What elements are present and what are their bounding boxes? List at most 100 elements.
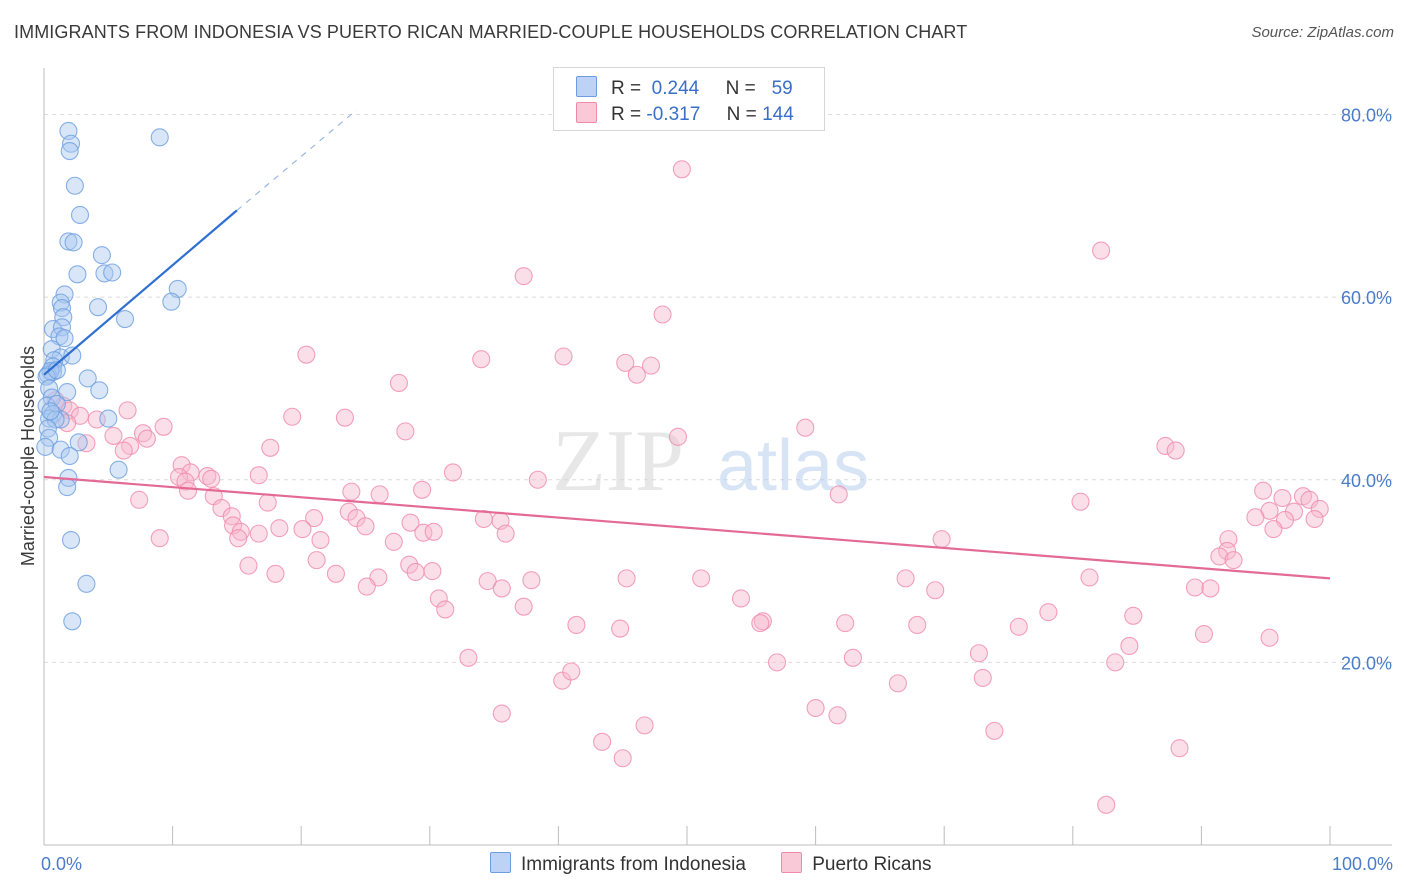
point-puerto-rican xyxy=(77,434,96,453)
point-puerto-rican xyxy=(401,513,420,532)
point-puerto-rican xyxy=(1194,625,1214,644)
point-indonesia xyxy=(162,292,181,311)
point-puerto-rican xyxy=(342,482,361,501)
puerto-ricans-swatch xyxy=(781,852,803,873)
point-indonesia xyxy=(69,433,88,452)
point-puerto-rican xyxy=(1120,636,1139,655)
point-indonesia xyxy=(58,478,77,497)
point-puerto-rican xyxy=(389,373,408,393)
watermark-atlas: atlas xyxy=(717,426,869,506)
point-puerto-rican xyxy=(1224,551,1243,570)
point-puerto-rican xyxy=(896,569,915,588)
point-puerto-rican xyxy=(617,569,636,588)
n-value: 59 xyxy=(771,78,793,99)
point-indonesia xyxy=(51,440,70,459)
point-puerto-rican xyxy=(258,493,277,512)
point-puerto-rican xyxy=(261,438,280,457)
point-indonesia xyxy=(40,428,59,447)
point-puerto-rican xyxy=(554,347,573,366)
point-puerto-rican xyxy=(429,589,448,608)
r-value: -0.317 xyxy=(646,104,701,125)
n-value: 144 xyxy=(762,104,794,125)
point-indonesia xyxy=(38,419,57,438)
point-puerto-rican xyxy=(406,562,425,582)
point-indonesia xyxy=(103,263,122,282)
trend-lines xyxy=(43,109,1331,580)
point-puerto-rican xyxy=(613,749,632,768)
point-puerto-rican xyxy=(229,529,248,548)
source-label: Source: ZipAtlas.com xyxy=(1251,24,1394,41)
point-puerto-rican xyxy=(829,485,848,504)
stats-legend: R = 0.244 N = 59 R = -0.317 N = 144 xyxy=(553,67,825,131)
point-indonesia xyxy=(65,176,84,195)
point-puerto-rican xyxy=(969,644,988,663)
point-indonesia xyxy=(61,530,81,550)
point-puerto-rican xyxy=(1185,578,1205,597)
point-puerto-rican xyxy=(154,417,173,436)
point-puerto-rican xyxy=(641,356,661,375)
point-puerto-rican xyxy=(926,581,945,600)
y-tick-labels: 20.0% 40.0% 60.0% 80.0% xyxy=(1341,106,1392,674)
point-puerto-rican xyxy=(932,530,951,549)
x-tick-label: 100.0% xyxy=(1332,854,1393,874)
point-puerto-rican xyxy=(496,524,515,543)
point-puerto-rican xyxy=(653,305,672,324)
point-puerto-rican xyxy=(297,345,316,364)
point-puerto-rican xyxy=(562,662,581,681)
legend-item-puerto-ricans[interactable]: Puerto Ricans xyxy=(781,852,932,876)
trend-line-puerto-rican xyxy=(43,475,1331,580)
chart-title: IMMIGRANTS FROM INDONESIA VS PUERTO RICA… xyxy=(14,22,968,42)
point-puerto-rican xyxy=(305,509,324,528)
stats-row-puerto-ricans: R = -0.317 N = 144 xyxy=(576,102,794,126)
point-puerto-rican xyxy=(1300,490,1319,509)
point-puerto-rican xyxy=(1273,488,1292,508)
point-puerto-rican xyxy=(400,555,419,574)
point-puerto-rican xyxy=(1039,603,1058,622)
point-puerto-rican xyxy=(1260,628,1279,647)
point-puerto-rican xyxy=(357,577,376,596)
point-puerto-rican xyxy=(836,614,855,633)
point-puerto-rican xyxy=(731,589,751,608)
point-puerto-rican xyxy=(384,532,403,551)
point-puerto-rican xyxy=(293,520,312,539)
point-puerto-rican xyxy=(459,648,478,667)
point-puerto-rican xyxy=(1210,547,1229,566)
point-puerto-rican xyxy=(1246,508,1265,527)
point-puerto-rican xyxy=(796,418,815,437)
point-puerto-rican xyxy=(436,600,455,619)
point-puerto-rican xyxy=(611,619,630,638)
point-indonesia xyxy=(90,381,109,400)
point-puerto-rican xyxy=(635,716,654,735)
point-puerto-rican xyxy=(908,615,927,634)
series-legend: Immigrants from Indonesia Puerto Ricans xyxy=(490,852,962,876)
point-puerto-rican xyxy=(767,653,787,672)
point-indonesia xyxy=(95,264,114,283)
n-label: N = xyxy=(725,78,756,99)
point-indonesia xyxy=(115,310,135,329)
point-puerto-rican xyxy=(1310,499,1329,519)
point-puerto-rican xyxy=(424,522,443,541)
point-puerto-rican xyxy=(843,648,862,667)
y-tick-label: 20.0% xyxy=(1341,653,1392,673)
point-puerto-rican xyxy=(423,562,442,581)
point-puerto-rican xyxy=(492,579,511,598)
point-puerto-rican xyxy=(1097,795,1116,814)
legend-item-indonesia[interactable]: Immigrants from Indonesia xyxy=(490,852,746,876)
point-puerto-rican xyxy=(478,572,497,591)
point-puerto-rican xyxy=(828,706,847,725)
point-indonesia xyxy=(55,329,74,348)
point-puerto-rican xyxy=(114,441,133,460)
point-puerto-rican xyxy=(202,469,221,488)
point-puerto-rican xyxy=(169,467,189,487)
point-puerto-rican xyxy=(672,160,691,179)
point-puerto-rican xyxy=(514,267,533,286)
y-tick-label: 40.0% xyxy=(1341,471,1392,491)
point-indonesia xyxy=(60,446,79,466)
legend-label: Immigrants from Indonesia xyxy=(521,854,746,875)
point-indonesia xyxy=(150,128,169,147)
point-puerto-rican xyxy=(593,732,612,751)
r-label: R = xyxy=(611,78,642,99)
x-tick-label: 0.0% xyxy=(41,854,82,874)
point-indonesia xyxy=(99,409,118,428)
